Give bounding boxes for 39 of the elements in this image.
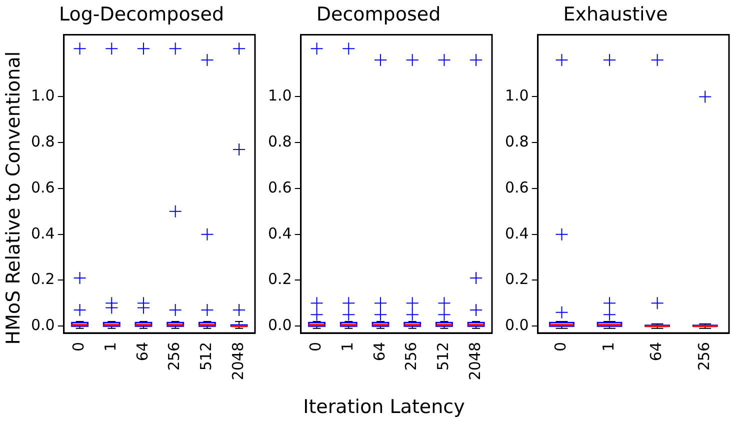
y-tick-label: 0.0: [30, 316, 55, 334]
x-tick-label: 256: [694, 342, 713, 371]
y-tick-label: 0.6: [504, 178, 529, 196]
y-tick-label: 0.8: [30, 132, 55, 150]
y-tick-label: 0.0: [268, 316, 292, 334]
chart-title: Decomposed: [316, 3, 441, 26]
y-axis-title: HMoS Relative to Conventional: [3, 50, 25, 344]
x-tick-label: 256: [402, 342, 420, 371]
x-tick-label: 2048: [228, 342, 247, 380]
y-tick-label: 0.6: [268, 178, 292, 196]
y-tick-label: 0.8: [268, 132, 292, 150]
y-tick-label: 0.2: [268, 270, 292, 288]
chart-title: Log-Decomposed: [58, 3, 224, 26]
y-tick-label: 1.0: [268, 86, 292, 105]
x-tick-label: 512: [434, 342, 452, 371]
x-tick-label: 512: [197, 342, 216, 371]
y-tick-label: 0.2: [504, 270, 529, 288]
y-tick-label: 1.0: [30, 86, 55, 105]
x-tick-label: 0: [552, 342, 570, 352]
x-axis-title: Iteration Latency: [302, 396, 466, 418]
x-tick-label: 2048: [466, 342, 484, 380]
x-tick-label: 0: [70, 342, 88, 352]
x-tick-label: 64: [370, 342, 388, 362]
y-tick-label: 0.4: [268, 224, 292, 242]
y-tick-label: 0.2: [30, 270, 55, 288]
x-tick-label: 64: [133, 342, 152, 362]
x-tick-label: 1: [338, 342, 357, 352]
y-tick-label: 1.0: [504, 86, 529, 105]
y-tick-label: 0.4: [504, 224, 529, 242]
y-tick-label: 0.6: [30, 178, 55, 196]
x-tick-label: 256: [165, 342, 184, 371]
x-tick-label: 1: [599, 342, 618, 352]
x-tick-label: 0: [306, 342, 325, 352]
y-tick-label: 0.8: [504, 132, 529, 150]
y-tick-label: 0.4: [30, 224, 55, 242]
chart-title: Exhaustive: [563, 3, 668, 26]
x-tick-label: 64: [647, 342, 666, 362]
x-tick-label: 1: [102, 342, 120, 352]
y-tick-label: 0.0: [504, 316, 529, 334]
